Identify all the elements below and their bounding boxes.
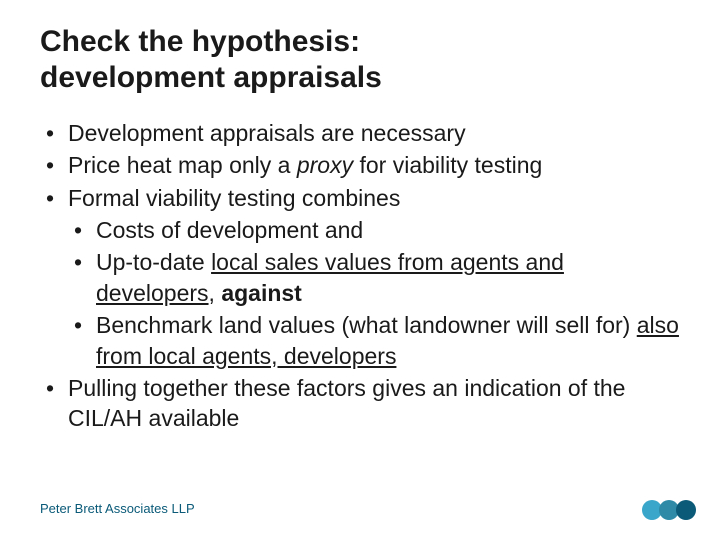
bullet-2-italic: proxy <box>297 152 353 178</box>
bullet-2-pre: Price heat map only a <box>68 152 297 178</box>
bullet-3: Formal viability testing combines Costs … <box>40 183 680 371</box>
dot-3 <box>676 500 696 520</box>
bullet-3b-post: , <box>209 280 222 306</box>
bullet-2: Price heat map only a proxy for viabilit… <box>40 150 680 180</box>
bullet-3a-text: Costs of development and <box>96 217 363 243</box>
bullet-3c: Benchmark land values (what landowner wi… <box>68 310 680 371</box>
bullet-2-post: for viability testing <box>353 152 542 178</box>
bullet-3b: Up-to-date local sales values from agent… <box>68 247 680 308</box>
logo-dots <box>645 500 696 520</box>
bullet-1: Development appraisals are necessary <box>40 118 680 148</box>
bullet-3b-pre: Up-to-date <box>96 249 211 275</box>
bullet-3a: Costs of development and <box>68 215 680 245</box>
bullet-3-text: Formal viability testing combines <box>68 185 400 211</box>
bullet-4-text: Pulling together these factors gives an … <box>68 375 625 431</box>
slide-content: Check the hypothesis: development apprai… <box>0 0 720 434</box>
title-line-2: development appraisals <box>40 61 382 94</box>
bullet-3c-pre: Benchmark land values (what landowner wi… <box>96 312 637 338</box>
sub-bullet-list: Costs of development and Up-to-date loca… <box>68 215 680 371</box>
slide-title: Check the hypothesis: development apprai… <box>40 24 680 96</box>
footer-text: Peter Brett Associates LLP <box>40 501 195 516</box>
bullet-4: Pulling together these factors gives an … <box>40 373 680 434</box>
bullet-3b-bold: against <box>221 280 302 306</box>
bullet-list: Development appraisals are necessary Pri… <box>40 118 680 434</box>
title-line-1: Check the hypothesis: <box>40 25 360 58</box>
bullet-1-text: Development appraisals are necessary <box>68 120 466 146</box>
